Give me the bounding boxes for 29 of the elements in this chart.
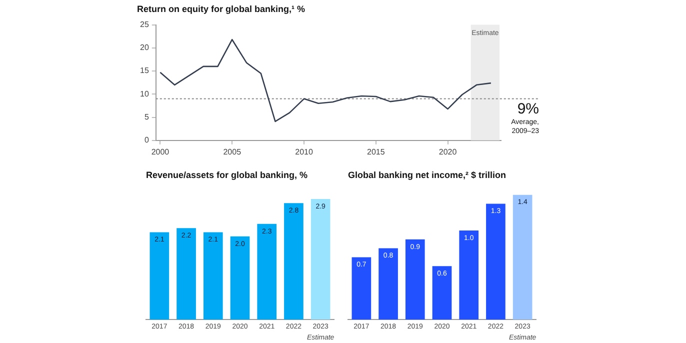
bar (405, 239, 425, 320)
y-tick-label: 5 (144, 112, 150, 122)
bar (486, 204, 506, 320)
bar (310, 198, 330, 320)
bar (378, 248, 398, 320)
chart-title: Return on equity for global banking,¹ % (137, 4, 305, 14)
x-tick-label: 2020 (438, 147, 458, 156)
x-tick-label: 2015 (367, 147, 386, 156)
ref-line-label: 9% (517, 100, 539, 118)
bar (203, 232, 223, 320)
y-tick-label: 0 (144, 136, 150, 145)
bar (150, 232, 170, 320)
y-tick-label: 10 (140, 89, 150, 98)
bar (432, 266, 452, 320)
x-tick-label: 2010 (295, 147, 314, 156)
bar (176, 228, 196, 320)
bar (459, 230, 479, 320)
chart-title: Revenue/assets for global banking, % (146, 170, 308, 180)
bar (512, 194, 532, 320)
bar (257, 224, 277, 320)
y-tick-label: 20 (140, 43, 150, 52)
chart-title: Global banking net income,² $ trillion (348, 170, 506, 180)
y-tick-label: 15 (140, 66, 150, 76)
bar (352, 257, 372, 320)
bar (230, 236, 250, 320)
x-tick-label: 2005 (223, 147, 242, 156)
x-tick-label: 2000 (151, 147, 170, 156)
bar (284, 203, 304, 320)
y-tick-label: 25 (140, 20, 150, 30)
